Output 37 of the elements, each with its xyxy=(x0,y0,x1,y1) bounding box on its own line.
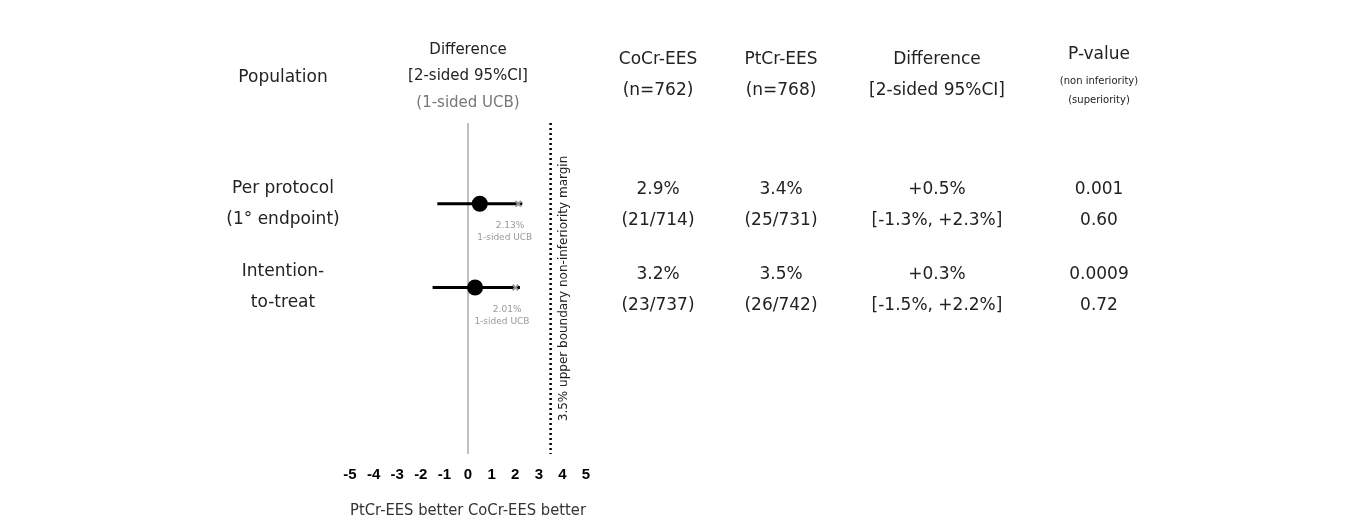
x-tick-label: 2 xyxy=(511,465,520,483)
text: CoCr-EES (n=762) xyxy=(618,48,698,100)
text: Difference [2-sided 95%CI] xyxy=(869,48,1005,100)
x-tick-label: 4 xyxy=(558,465,568,483)
y-tick-label: Intention- to-treat xyxy=(241,260,325,312)
text: PtCr-EES (n=768) xyxy=(744,48,818,100)
text: 0.0009 0.72 xyxy=(1069,263,1129,315)
x-tick-label: -2 xyxy=(414,465,428,483)
x-tick-label: 0 xyxy=(463,465,473,483)
chart-subtitle: (1-sided UCB) xyxy=(416,92,520,111)
annotation: 1-sided UCB xyxy=(474,315,530,326)
ref-line-label: 3.5% upper boundary non-inferiority margin xyxy=(555,155,570,422)
x-axis-title: PtCr-EES better CoCr-EES better xyxy=(350,500,587,519)
x-tick-label: -5 xyxy=(343,465,357,483)
text: +0.5% [-1.3%, +2.3%] xyxy=(871,178,1003,230)
x-tick-label: -1 xyxy=(437,465,452,483)
point xyxy=(511,283,520,292)
text: +0.3% [-1.5%, +2.2%] xyxy=(871,263,1003,315)
data-label: 2.13% xyxy=(495,220,525,231)
data-label: 2.01% xyxy=(492,303,522,314)
text: 3.2% (23/737) xyxy=(621,263,695,315)
text: 0.001 0.60 xyxy=(1074,178,1124,230)
text: P-value (non inferiority) (superiority) xyxy=(1059,43,1139,105)
x-tick-label: -3 xyxy=(390,465,404,483)
text: Population xyxy=(238,66,328,87)
x-tick-label: -4 xyxy=(366,465,381,483)
x-tick-label: 3 xyxy=(534,465,543,483)
chart-title: Difference [2-sided 95%CI] xyxy=(408,39,528,84)
x-tick-label: 1 xyxy=(487,465,496,483)
point xyxy=(471,195,488,212)
text: 2.9% (21/714) xyxy=(621,178,695,230)
annotation: 1-sided UCB xyxy=(477,232,533,243)
point xyxy=(467,279,484,296)
y-tick-label: Per protocol (1° endpoint) xyxy=(226,176,340,228)
text: 3.4% (25/731) xyxy=(744,178,818,230)
text: 3.5% (26/742) xyxy=(744,263,818,315)
x-tick-label: 5 xyxy=(581,465,591,483)
